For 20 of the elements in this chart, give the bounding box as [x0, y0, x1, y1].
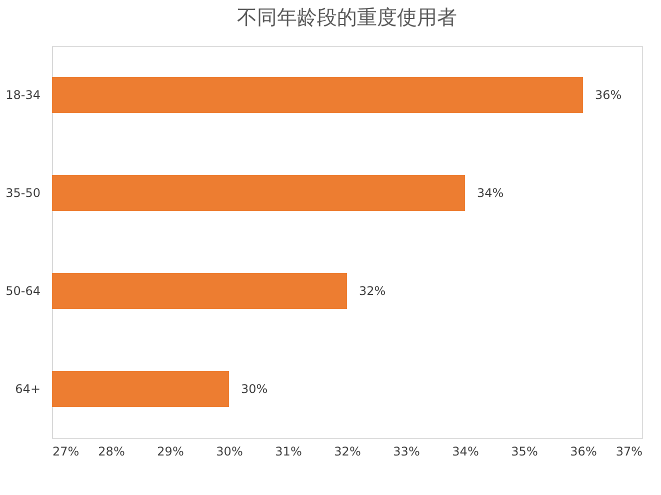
x-tick-label: 35%	[511, 444, 538, 458]
data-label: 30%	[241, 382, 268, 396]
x-tick-label: 28%	[98, 444, 125, 458]
x-tick-label: 27%	[52, 444, 80, 458]
x-tick-label: 29%	[157, 444, 184, 458]
data-label: 36%	[595, 88, 622, 102]
data-label: 32%	[359, 284, 386, 298]
y-tick-label: 64+	[15, 382, 40, 396]
x-tick-label: 30%	[216, 444, 243, 458]
x-tick-label: 31%	[275, 444, 302, 458]
chart-title: 不同年龄段的重度使用者	[237, 5, 457, 29]
data-label: 34%	[477, 186, 504, 200]
y-tick-label: 18-34	[6, 88, 40, 102]
y-tick-label: 50-64	[6, 284, 40, 298]
x-tick-label: 32%	[334, 444, 361, 458]
y-tick-label: 35-50	[6, 186, 40, 200]
x-tick-label: 34%	[452, 444, 479, 458]
x-tick-label: 36%	[570, 444, 597, 458]
x-tick-label: 33%	[393, 444, 420, 458]
x-tick-label: 37%	[616, 444, 642, 458]
